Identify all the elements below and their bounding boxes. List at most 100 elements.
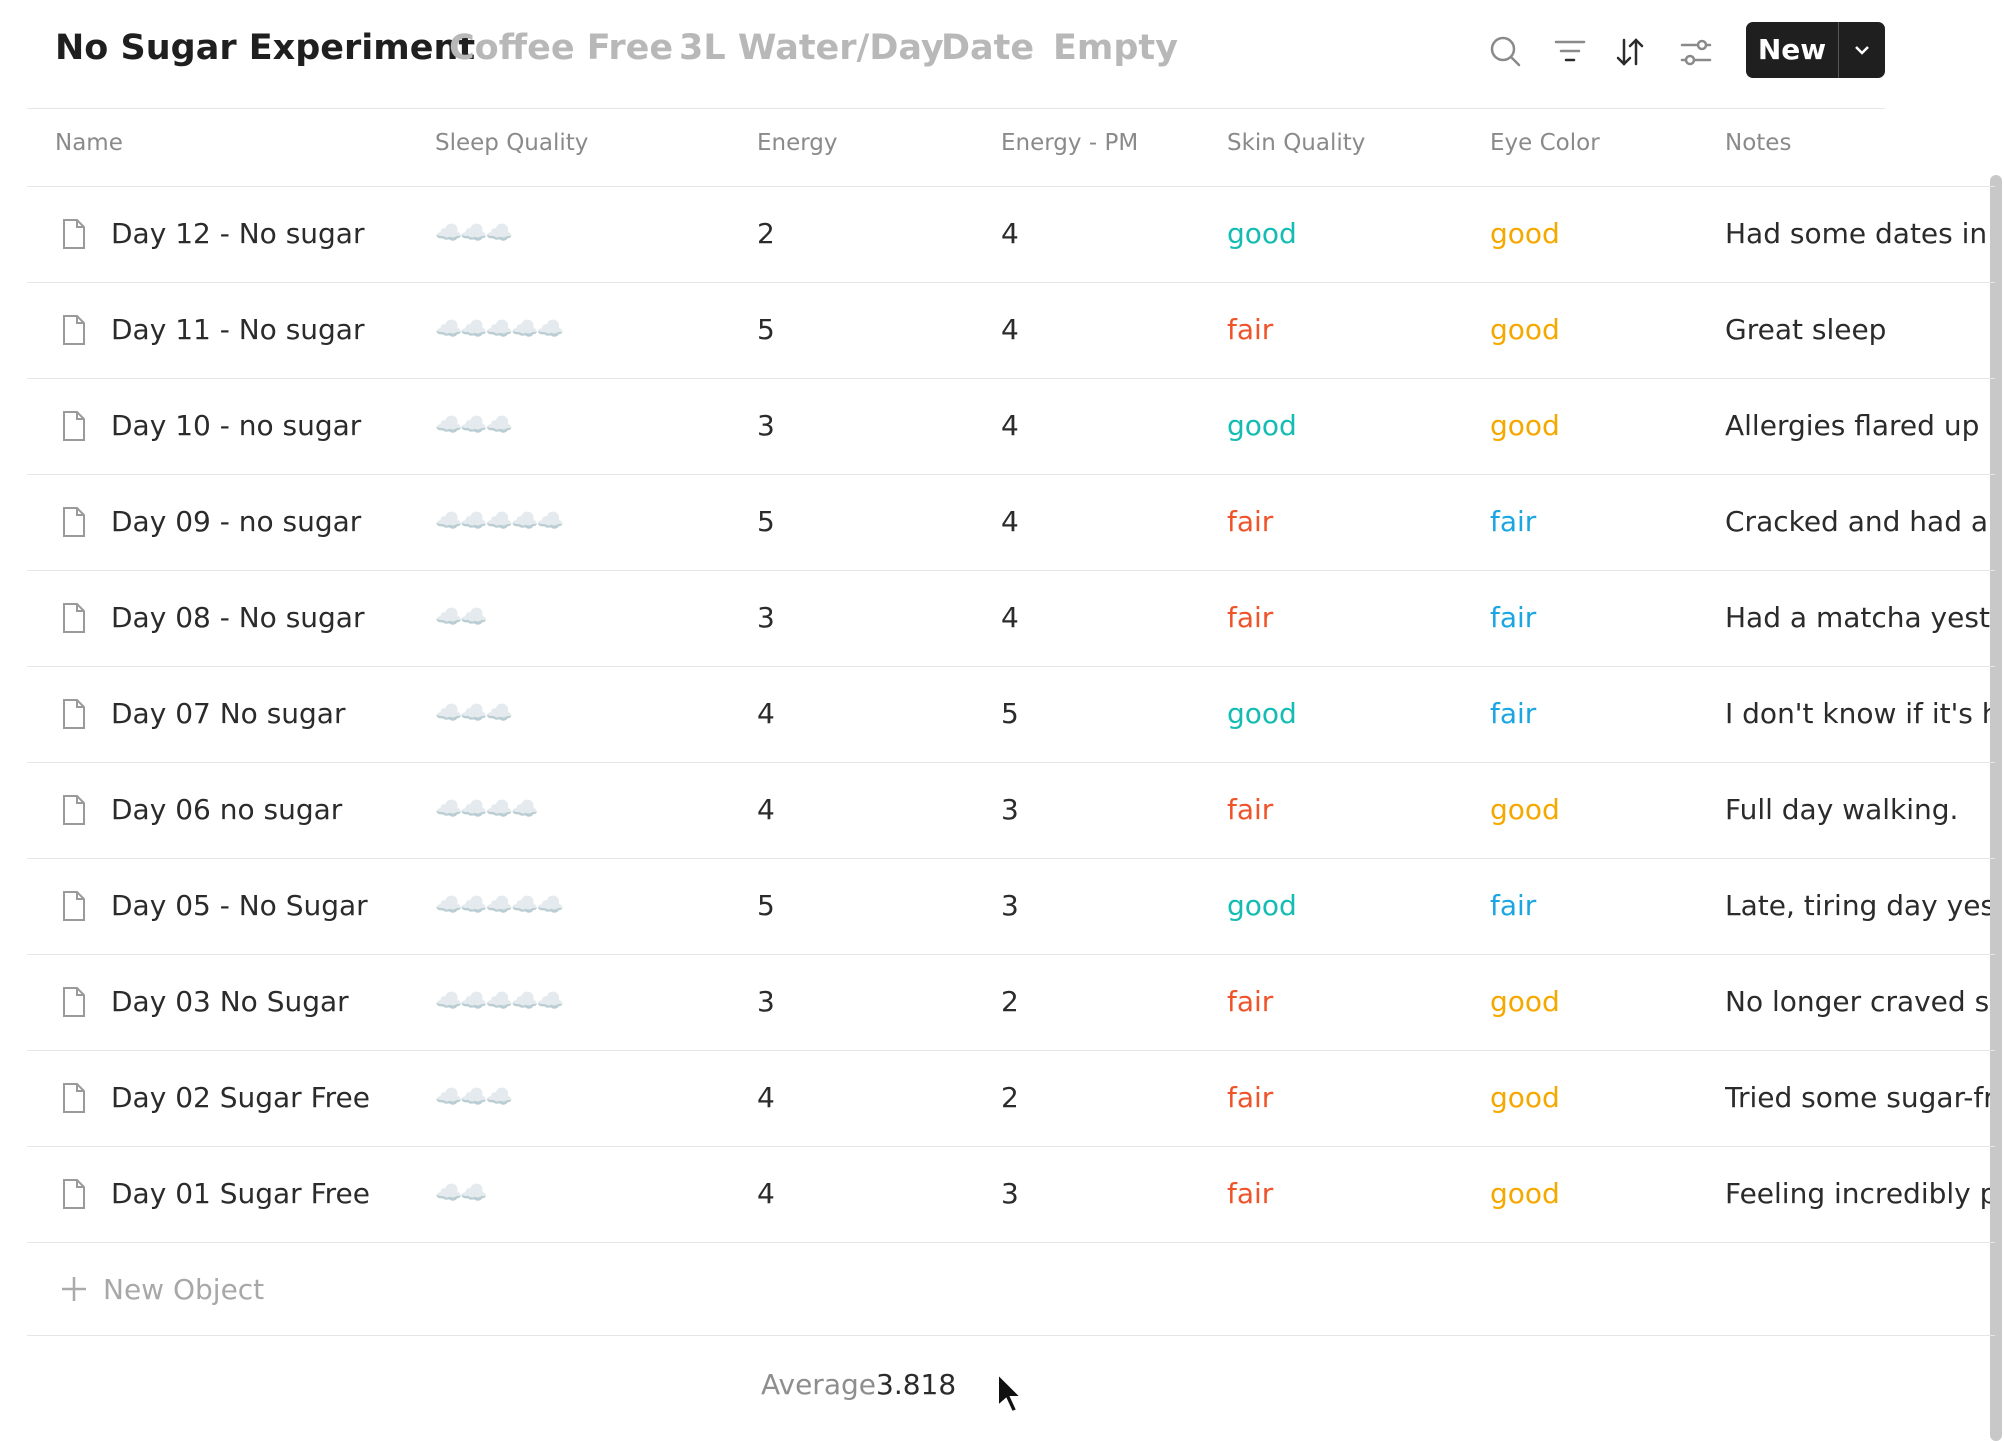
page-icon (61, 986, 87, 1022)
plus-icon (60, 1275, 88, 1307)
cell: ☁️☁️☁️ (435, 1085, 513, 1110)
row-divider (27, 378, 1995, 379)
page-icon (61, 506, 87, 542)
new-row-button[interactable]: New Object (103, 1273, 265, 1306)
cell: 3 (1001, 889, 1019, 922)
page-icon (61, 890, 87, 926)
cell: good (1227, 889, 1297, 922)
divider (27, 108, 1885, 109)
row-name[interactable]: Day 02 Sugar Free (111, 1081, 370, 1114)
row-name[interactable]: Day 08 - No sugar (111, 601, 365, 634)
page-icon (61, 698, 87, 734)
view-tab[interactable]: 3L Water/Day (679, 28, 944, 68)
cell: 5 (757, 313, 775, 346)
cell: fair (1227, 1177, 1274, 1210)
cell: 5 (757, 505, 775, 538)
dropdown-arrow[interactable] (1850, 42, 1874, 58)
column-header[interactable]: Sleep Quality (435, 130, 589, 156)
column-header[interactable]: Notes (1725, 130, 1792, 156)
cell: Had some dates in the (1725, 217, 1990, 250)
cell: ☁️☁️☁️☁️☁️ (435, 317, 564, 342)
page-icon (61, 794, 87, 830)
toolbar-icons (1490, 36, 1712, 67)
row-divider (27, 474, 1995, 475)
page-icon (61, 314, 87, 350)
cell: 3 (757, 985, 775, 1018)
cell: ☁️☁️☁️☁️☁️ (435, 989, 564, 1014)
row-name[interactable]: Day 12 - No sugar (111, 217, 365, 250)
column-header[interactable]: Energy - PM (1001, 130, 1139, 156)
cell: good (1490, 985, 1560, 1018)
cell: fair (1227, 601, 1274, 634)
row-name[interactable]: Day 06 no sugar (111, 793, 343, 826)
cell: fair (1227, 505, 1274, 538)
column-header[interactable]: Skin Quality (1227, 130, 1366, 156)
cell: Tried some sugar-fre (1725, 1081, 1990, 1114)
row-name[interactable]: Day 09 - no sugar (111, 505, 362, 538)
page-icon (61, 410, 87, 446)
cell: 4 (757, 1177, 775, 1210)
cell: good (1227, 697, 1297, 730)
cell: fair (1227, 985, 1274, 1018)
row-name[interactable]: Day 07 No sugar (111, 697, 346, 730)
row-divider (27, 1242, 1995, 1243)
cell: 5 (1001, 697, 1019, 730)
cell: No longer craved sw (1725, 985, 1990, 1018)
row-name[interactable]: Day 01 Sugar Free (111, 1177, 370, 1210)
row-divider (27, 954, 1995, 955)
cell: good (1227, 217, 1297, 250)
row-divider (27, 762, 1995, 763)
view-title[interactable]: No Sugar Experiment (55, 28, 476, 68)
cell: Great sleep (1725, 313, 1887, 346)
cursor (997, 1372, 1024, 1414)
cell: Feeling incredibly pro (1725, 1177, 1990, 1210)
cell: fair (1227, 793, 1274, 826)
column-header[interactable]: Eye Color (1490, 130, 1600, 156)
cell: good (1227, 409, 1297, 442)
cell: ☁️☁️☁️ (435, 413, 513, 438)
cell: 4 (757, 793, 775, 826)
cell: ☁️☁️☁️☁️☁️ (435, 893, 564, 918)
cell: ☁️☁️☁️☁️☁️ (435, 509, 564, 534)
cell: 2 (757, 217, 775, 250)
row-name[interactable]: Day 05 - No Sugar (111, 889, 368, 922)
view-tab[interactable]: Coffee Free (449, 28, 674, 68)
new-button[interactable]: New (1746, 22, 1885, 78)
row-name[interactable]: Day 11 - No sugar (111, 313, 365, 346)
page-icon (61, 1178, 87, 1214)
page-icon (61, 602, 87, 638)
page-icon (61, 218, 87, 254)
row-divider (27, 186, 1995, 187)
cell: 4 (1001, 409, 1019, 442)
row-divider (27, 858, 1995, 859)
cell: ☁️☁️☁️ (435, 701, 513, 726)
view-tab[interactable]: Empty (1053, 28, 1178, 68)
column-header[interactable]: Name (55, 130, 123, 156)
cell: good (1490, 1081, 1560, 1114)
row-name[interactable]: Day 10 - no sugar (111, 409, 362, 442)
cell: good (1490, 793, 1560, 826)
cell: 4 (1001, 217, 1019, 250)
cell: Full day walking. (1725, 793, 1959, 826)
cell: good (1490, 217, 1560, 250)
cell: 2 (1001, 985, 1019, 1018)
cell: ☁️☁️☁️ (435, 221, 513, 246)
scrollbar[interactable] (1990, 175, 2002, 1441)
view-tab[interactable]: Date (941, 28, 1035, 68)
cell: 4 (1001, 601, 1019, 634)
footer-value: 3.818 (876, 1368, 957, 1401)
cell: Late, tiring day yeste (1725, 889, 1990, 922)
cell: ☁️☁️☁️☁️ (435, 797, 539, 822)
cell: Cracked and had a ti (1725, 505, 1990, 538)
cell: 3 (757, 601, 775, 634)
cell: 2 (1001, 1081, 1019, 1114)
cell: 4 (757, 1081, 775, 1114)
new-button-label[interactable]: New (1757, 33, 1827, 66)
column-header[interactable]: Energy (757, 130, 838, 156)
row-divider (27, 570, 1995, 571)
cell: 3 (1001, 793, 1019, 826)
row-name[interactable]: Day 03 No Sugar (111, 985, 349, 1018)
cell: fair (1490, 697, 1537, 730)
row-divider (27, 1335, 1995, 1336)
